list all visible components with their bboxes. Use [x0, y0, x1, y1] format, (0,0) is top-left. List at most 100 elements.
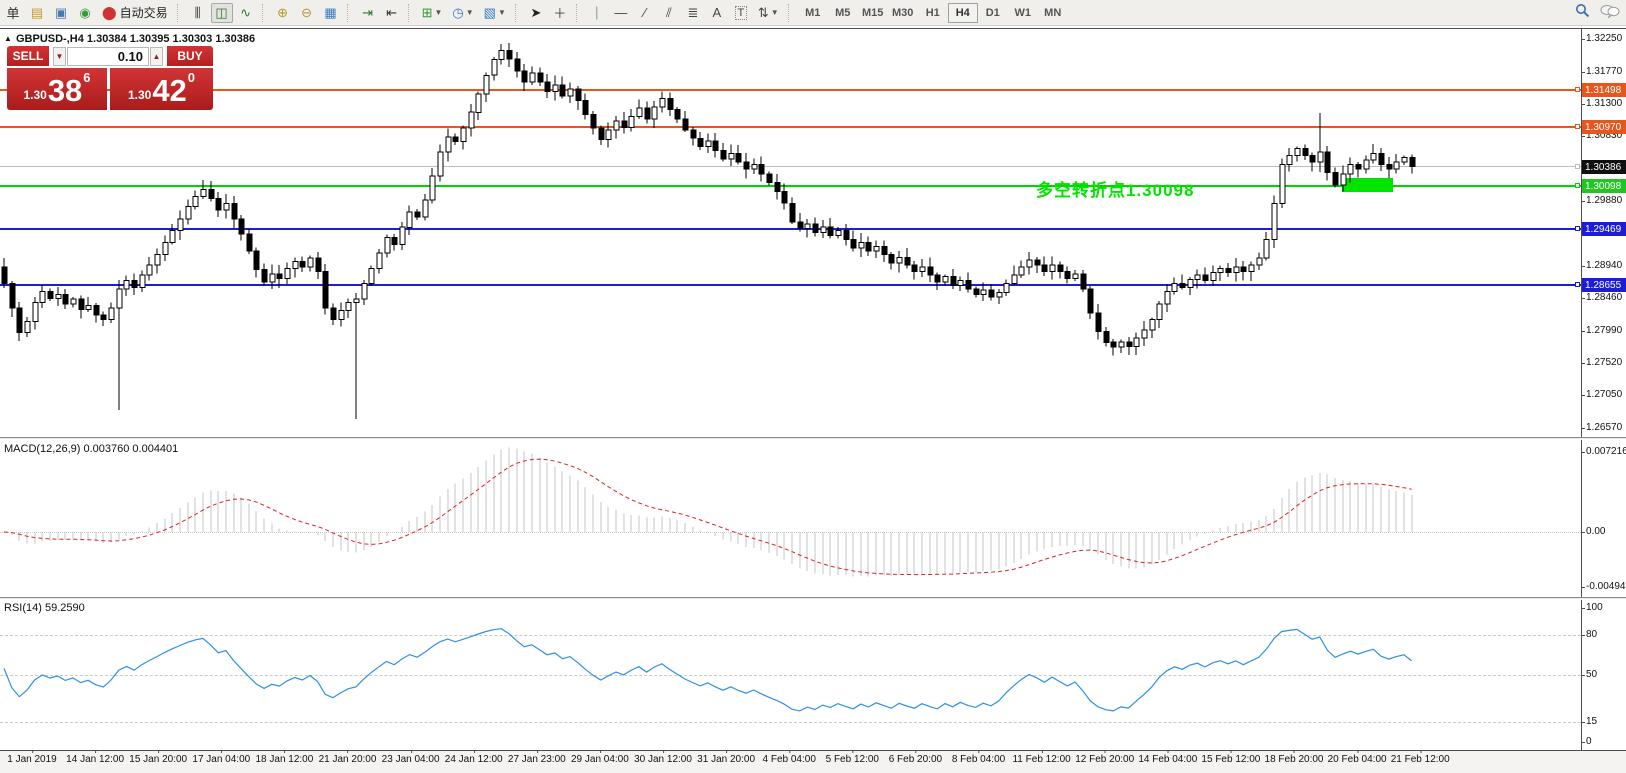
toolbar-separator: [514, 3, 520, 22]
toolbar-icons: 单 ▤ ▣ ◉ ⬤ 自动交易 ⫼ ◫ ∿ ⊕ ⊖ ▦ ⇥ ⇤ ⊞ ▼ ◷ ▼ ▧ ▼ ➤ ＋｜ — ∕ ⫽ ≣ A T ⇅ ▼: [2, 2, 796, 23]
time-tick: 14 Feb 04:00: [1138, 750, 1198, 765]
periods-icon[interactable]: ◷ ▼: [448, 3, 477, 23]
buy-price-button[interactable]: 1.30 42 0: [110, 68, 213, 110]
turning-point-annotation[interactable]: 多空转折点1.30098: [1036, 181, 1195, 200]
templates-icon-dropdown[interactable]: ▼: [497, 8, 506, 17]
rsi-tick: 15: [1580, 715, 1598, 727]
volume-input[interactable]: [67, 47, 149, 66]
time-tick: 15 Feb 12:00: [1201, 750, 1261, 765]
profile-icon[interactable]: ▣: [50, 3, 72, 23]
indicators-icon[interactable]: ⊞ ▼: [418, 3, 447, 23]
rsi-panel-separator[interactable]: [0, 597, 1626, 600]
price-badge-1.30386: 1.30386: [1582, 160, 1626, 174]
chat-icon[interactable]: [1600, 4, 1620, 18]
one-click-toggle-icon[interactable]: ▲: [4, 34, 12, 43]
highlight-rectangle[interactable]: [1342, 178, 1393, 192]
chart-shift-icon: ⇤: [386, 4, 398, 20]
price-tick: 1.27520: [1580, 356, 1623, 368]
periods-icon-dropdown[interactable]: ▼: [465, 8, 474, 17]
time-tick: 30 Jan 12:00: [634, 750, 692, 765]
price-tick: 1.30830: [1580, 130, 1623, 142]
level-line-1.30970[interactable]: [0, 126, 1581, 128]
zoom-out-icon[interactable]: ⊖: [296, 3, 318, 23]
timeframe-m5[interactable]: M5: [835, 6, 851, 19]
arrows-icon[interactable]: ⇅ ▼: [754, 3, 783, 23]
sell-price-big: 38: [47, 73, 83, 108]
sell-price-small: 1.30: [23, 88, 47, 102]
macd-tick: 0.00: [1580, 526, 1606, 537]
level-marker: [1575, 87, 1580, 92]
arrows-icon: ⇅: [757, 4, 769, 20]
chart-shift-icon[interactable]: ⇤: [381, 3, 403, 23]
time-tick: 23 Jan 04:00: [381, 750, 440, 765]
candlestick-chart-icon[interactable]: ◫: [210, 2, 233, 23]
rsi-level-80: [0, 635, 1581, 636]
buy-button[interactable]: BUY: [167, 46, 213, 67]
timeframe-m1[interactable]: M1: [805, 6, 821, 19]
rsi-tick: 80: [1580, 628, 1598, 640]
level-marker: [1575, 183, 1580, 188]
indicators-icon-dropdown[interactable]: ▼: [434, 8, 443, 17]
price-badge-1.30970: 1.30970: [1582, 120, 1626, 134]
auto-scroll-icon[interactable]: ⇥: [357, 3, 379, 23]
search-icon[interactable]: [1575, 3, 1590, 18]
text-icon[interactable]: A: [706, 3, 728, 23]
equidistant-channel-icon[interactable]: ⫽: [658, 3, 680, 23]
buy-price-big: 42: [152, 73, 187, 108]
timeframe-d1[interactable]: D1: [985, 6, 1000, 19]
volume-decrease-button[interactable]: ▼: [53, 47, 66, 66]
rsi-indicator-label: RSI(14) 59.2590: [4, 602, 85, 614]
timeframe-h4[interactable]: H4: [947, 2, 978, 23]
macd-panel-separator[interactable]: [0, 437, 1626, 440]
chart-background[interactable]: [0, 29, 1626, 751]
vertical-line-icon[interactable]: ｜: [586, 3, 608, 23]
time-tick: 1 Jan 2019: [7, 750, 57, 765]
level-line-1.31498[interactable]: [0, 89, 1581, 91]
auto-scroll-icon: ⇥: [362, 4, 374, 20]
trendline-icon[interactable]: ∕: [634, 3, 656, 23]
timeframe-w1[interactable]: W1: [1014, 6, 1031, 19]
timeframe-mn[interactable]: MN: [1044, 6, 1062, 19]
new-order-icon[interactable]: 单: [2, 3, 24, 23]
chart-window-icon[interactable]: ▤: [26, 3, 48, 23]
tile-windows-icon[interactable]: ▦: [320, 3, 342, 23]
price-tick: 1.28460: [1580, 292, 1623, 304]
price-badge-1.28655: 1.28655: [1582, 278, 1626, 292]
tile-windows-icon: ▦: [324, 4, 337, 20]
price-tick: 1.26570: [1580, 421, 1623, 433]
fibonacci-icon[interactable]: ≣: [682, 3, 704, 23]
level-line-1.28655[interactable]: [0, 284, 1581, 286]
time-tick: 8 Feb 04:00: [951, 750, 1006, 765]
time-tick: 27 Jan 23:00: [507, 750, 566, 765]
crosshair-icon: ＋: [553, 6, 567, 21]
text-label-icon[interactable]: T: [730, 3, 752, 23]
price-tick: 1.32250: [1580, 33, 1623, 44]
line-chart-icon[interactable]: ∿: [235, 3, 257, 23]
toolbar-separator: [787, 3, 793, 22]
level-marker: [1575, 226, 1580, 231]
signal-icon[interactable]: ◉: [74, 3, 96, 23]
timeframe-m15[interactable]: M15: [862, 6, 884, 19]
arrows-icon-dropdown[interactable]: ▼: [770, 8, 779, 17]
zoom-in-icon[interactable]: ⊕: [272, 3, 294, 23]
sell-price-button[interactable]: 1.30 38 6: [7, 68, 107, 110]
signal-icon: ◉: [79, 4, 91, 20]
bar-chart-icon[interactable]: ⫼: [187, 3, 209, 23]
crosshair-icon[interactable]: ＋: [549, 3, 571, 23]
templates-icon[interactable]: ▧ ▼: [480, 3, 510, 23]
price-tick: 1.27990: [1580, 324, 1623, 336]
rsi-level-50: [0, 675, 1581, 676]
cursor-icon[interactable]: ➤: [525, 3, 547, 23]
chart-plot[interactable]: [0, 29, 1581, 750]
templates-icon: ▧: [483, 4, 496, 20]
level-line-1.30098[interactable]: [0, 185, 1581, 187]
macd-tick: 0.007216: [1581, 446, 1626, 458]
level-line-1.30386[interactable]: [0, 166, 1581, 167]
autotrading-icon[interactable]: ⬤ 自动交易: [98, 3, 172, 23]
volume-increase-button[interactable]: ▲: [150, 47, 163, 66]
timeframe-h1[interactable]: H1: [925, 6, 940, 19]
sell-button[interactable]: SELL: [7, 46, 49, 67]
horizontal-line-icon[interactable]: —: [610, 3, 632, 23]
level-line-1.29469[interactable]: [0, 228, 1581, 230]
timeframe-m30[interactable]: M30: [892, 6, 914, 19]
